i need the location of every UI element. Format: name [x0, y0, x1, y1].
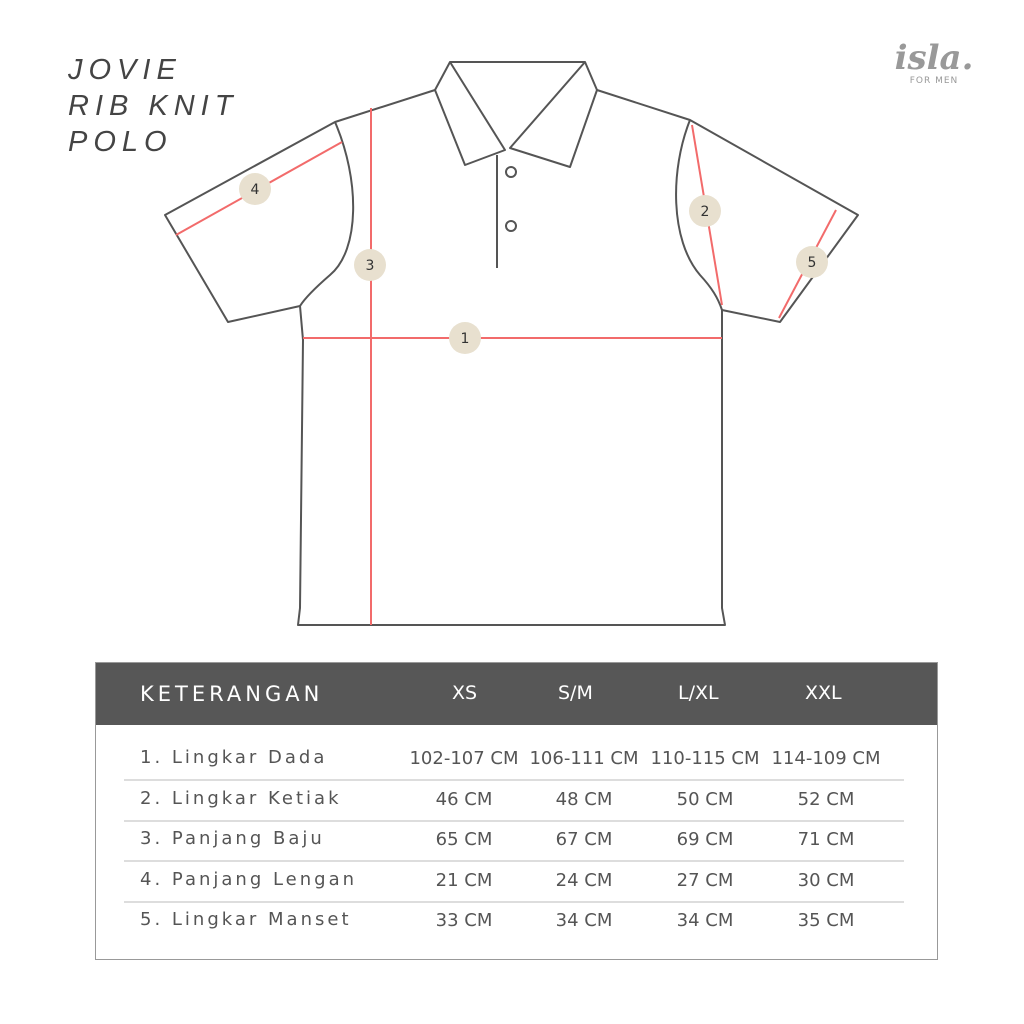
cell-value: 46 CM [435, 788, 493, 810]
cell-value: 30 CM [797, 869, 855, 891]
right-armhole [675, 119, 723, 311]
collar-right [509, 61, 598, 168]
marker-label: 4 [251, 182, 260, 198]
cell-value: 110-115 CM [650, 748, 760, 769]
marker-1 [449, 322, 481, 354]
row-label: 4. Panjang Lengan [140, 868, 358, 890]
header-sm: S/M [558, 682, 593, 704]
cell-value: 106-111 CM [529, 748, 639, 769]
left-armhole [299, 121, 355, 307]
logo-subtitle: FOR MEN [909, 76, 959, 86]
collar-band [434, 61, 598, 91]
cell-value: 34 CM [676, 910, 734, 931]
cell-value: 48 CM [555, 788, 613, 810]
button [505, 220, 517, 232]
size-table: KETERANGAN XS S/M L/XL XXL 1. Lingkar Da… [95, 662, 938, 960]
marker-label: 2 [701, 204, 710, 220]
cell-value: 69 CM [676, 829, 734, 850]
marker-label: 5 [808, 255, 817, 271]
table-row: 1. Lingkar Dada 102-107 CM 106-111 CM 110-1… [124, 739, 904, 781]
marker-label: 1 [461, 331, 470, 347]
cell-value: 34 CM [555, 910, 613, 931]
cell-value: 67 CM [555, 829, 613, 850]
row-label: 5. Lingkar Manset [140, 909, 352, 930]
cell-value: 50 CM [676, 788, 734, 810]
marker-3 [354, 249, 386, 281]
cell-value: 71 CM [797, 829, 855, 850]
header-lxl: L/XL [678, 682, 719, 704]
row-label: 2. Lingkar Ketiak [140, 787, 342, 809]
cell-value: 21 CM [435, 869, 493, 891]
title-line: RIB KNIT [68, 90, 239, 122]
header-xxl: XXL [805, 682, 842, 704]
header-xs: XS [452, 682, 478, 704]
collar-left [434, 61, 506, 166]
brand-logo: isla. FOR MEN [884, 40, 984, 86]
cell-value: 27 CM [676, 869, 734, 891]
table-row: 5. Lingkar Manset 33 CM 34 CM 34 CM 35 CM [124, 901, 904, 941]
title-line: JOVIE [68, 54, 182, 86]
title-line: POLO [68, 126, 173, 158]
marker-5 [796, 246, 828, 278]
marker-label: 3 [366, 258, 375, 274]
cell-value: 114-109 CM [771, 748, 881, 769]
table-header: KETERANGAN XS S/M L/XL XXL [96, 663, 937, 725]
cell-value: 102-107 CM [409, 748, 519, 769]
marker-2 [689, 195, 721, 227]
logo-mark: isla. [894, 38, 974, 78]
table-row: 4. Panjang Lengan 21 CM 24 CM 27 CM 30 CM [124, 861, 904, 903]
cell-value: 24 CM [555, 869, 613, 891]
header-keterangan: KETERANGAN [140, 682, 324, 706]
shirt-outline [164, 89, 859, 626]
cell-value: 33 CM [435, 910, 493, 931]
table-row: 2. Lingkar Ketiak 46 CM 48 CM 50 CM 52 CM [124, 780, 904, 822]
table-row: 3. Panjang Baju 65 CM 67 CM 69 CM 71 CM [124, 820, 904, 862]
marker-4 [239, 173, 271, 205]
button [505, 166, 517, 178]
shirt-diagram: 1 2 3 4 5 [164, 61, 859, 626]
product-title: JOVIE RIB KNIT POLO [68, 52, 238, 160]
row-label: 1. Lingkar Dada [140, 747, 328, 768]
cell-value: 52 CM [797, 788, 855, 810]
cell-value: 35 CM [797, 910, 855, 931]
cell-value: 65 CM [435, 829, 493, 850]
row-label: 3. Panjang Baju [140, 828, 325, 849]
